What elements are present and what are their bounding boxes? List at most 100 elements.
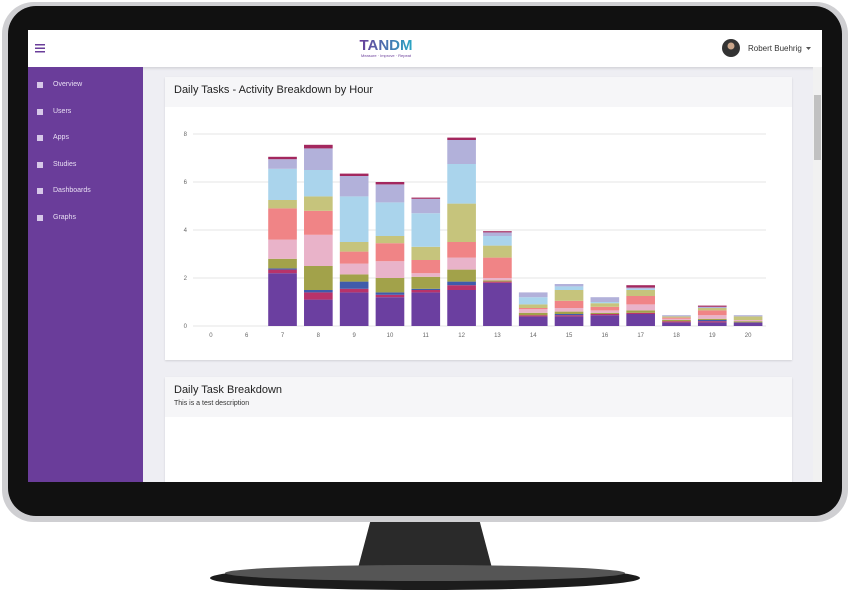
bar-segment (554, 308, 584, 312)
bar-segment (375, 236, 405, 244)
bar-segment (697, 308, 727, 311)
bar-segment (626, 285, 655, 288)
scrollbar[interactable] (813, 67, 822, 482)
bar-segment (375, 261, 405, 278)
bar-segment (304, 144, 333, 149)
bar-segment (304, 290, 333, 293)
nav-item[interactable]: Graphs (28, 208, 143, 228)
nav-label: Overview (53, 81, 83, 88)
bar-segment (447, 203, 476, 242)
bar-segment (590, 303, 620, 307)
bar-segment (626, 287, 655, 289)
bar-segment (411, 260, 441, 274)
x-tick-label: 16 (602, 333, 609, 339)
nav-item[interactable]: Overview (28, 75, 143, 95)
nav-icon (37, 214, 43, 221)
bar-segment (590, 310, 620, 313)
bar-segment (662, 318, 691, 320)
bar-segment (304, 234, 333, 266)
nav-label: Graphs (53, 213, 76, 221)
bar-segment (662, 320, 691, 322)
y-tick-label: 0 (184, 324, 188, 330)
bar-segment (411, 288, 441, 290)
bar-segment (268, 208, 297, 240)
bar-segment (662, 315, 691, 317)
bar-segment (375, 182, 405, 185)
x-tick-label: 20 (745, 333, 752, 339)
x-tick-label: 9 (352, 333, 356, 339)
bar-segment (268, 258, 297, 269)
nav-item[interactable]: Users (28, 102, 143, 122)
bar-segment (339, 196, 369, 242)
nav-item[interactable]: Apps (28, 128, 143, 148)
bar-segment (268, 273, 297, 326)
menu-button[interactable] (35, 44, 45, 53)
bar-segment (518, 297, 548, 305)
bar-segment (662, 317, 691, 319)
bar-segment (518, 292, 548, 298)
y-tick-label: 8 (184, 132, 188, 138)
bar-segment (626, 290, 655, 296)
bar-segment (268, 268, 297, 270)
bar-segment (590, 297, 620, 302)
bar-segment (447, 140, 476, 164)
bar-segment (411, 213, 441, 247)
bar-segment (554, 300, 584, 308)
x-tick-label: 8 (317, 333, 321, 339)
bar-segment (554, 284, 584, 287)
bar-segment (483, 232, 512, 236)
card-header: Daily Task Breakdown This is a test desc… (165, 377, 792, 417)
user-name[interactable]: Robert Buehrig (748, 44, 802, 53)
user-caret[interactable] (806, 47, 811, 50)
bar-segment (375, 294, 405, 298)
bar-segment (483, 278, 512, 281)
bar-segment (554, 315, 584, 317)
monitor-neck (358, 515, 492, 568)
nav-label: Studies (53, 160, 77, 168)
bar-segment (518, 309, 548, 313)
bar-segment (304, 148, 333, 170)
bar-segment (554, 314, 584, 316)
bar-segment (554, 316, 584, 326)
bar-segment (590, 306, 620, 311)
top-bar: TANDM Measure · Improve · Repeat Robert … (28, 30, 822, 67)
bar-segment (697, 315, 727, 319)
nav-item[interactable]: Studies (28, 155, 143, 175)
y-tick-label: 2 (184, 276, 188, 282)
bar-segment (411, 290, 441, 293)
nav-icon (37, 161, 43, 168)
bar-segment (447, 137, 476, 140)
nav-icon (37, 82, 43, 88)
x-tick-label: 11 (423, 333, 430, 339)
bar-segment (662, 322, 691, 326)
bar-segment (697, 310, 727, 316)
screen: TANDM Measure · Improve · Repeat Robert … (28, 30, 822, 482)
bar-segment (304, 299, 333, 326)
bar-segment (339, 288, 369, 293)
bar-segment (518, 316, 548, 326)
bar-segment (483, 257, 512, 278)
bar-segment (375, 297, 405, 326)
bar-segment (268, 156, 297, 160)
bar-segment (733, 321, 763, 323)
bar-segment (662, 321, 691, 323)
bar-segment (375, 202, 405, 236)
bar-segment (590, 312, 620, 314)
bar-segment (447, 242, 476, 258)
bar-segment (518, 315, 548, 317)
nav-icon (37, 188, 43, 194)
card-title: Daily Tasks - Activity Breakdown by Hour (174, 84, 374, 96)
bar-segment (662, 316, 691, 318)
chart-card: Daily Tasks - Activity Breakdown by Hour… (165, 77, 792, 360)
card-header: Daily Tasks - Activity Breakdown by Hour (165, 77, 792, 107)
nav-item[interactable]: Dashboards (28, 181, 143, 201)
bar-segment (626, 304, 655, 311)
bar-segment (411, 292, 441, 326)
bar-segment (697, 305, 727, 307)
bar-segment (518, 308, 548, 310)
bar-segment (483, 245, 512, 258)
bar-segment (590, 302, 620, 304)
logo-tagline: Measure · Improve · Repeat (361, 53, 412, 58)
bar-segment (518, 304, 548, 308)
scrollbar-thumb[interactable] (814, 95, 821, 160)
